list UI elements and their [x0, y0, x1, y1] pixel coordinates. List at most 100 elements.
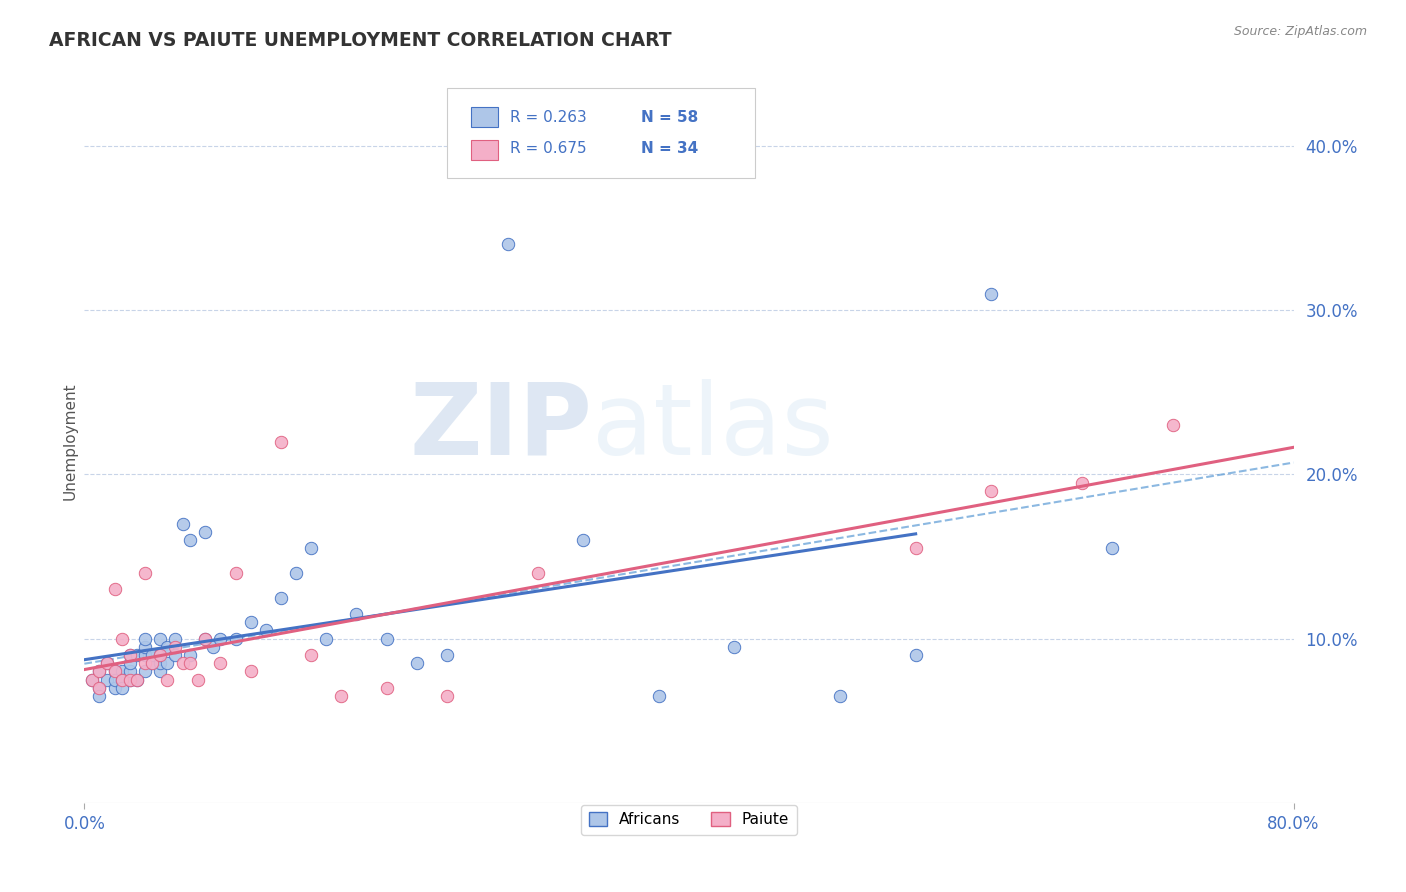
Point — [118, 673, 141, 687]
Point — [134, 566, 156, 580]
Point — [299, 541, 322, 556]
Point — [201, 640, 224, 654]
Point — [436, 648, 458, 662]
Point — [118, 648, 141, 662]
Text: N = 58: N = 58 — [641, 110, 697, 125]
Point — [134, 665, 156, 679]
Point — [239, 615, 262, 630]
Point — [89, 689, 111, 703]
Point — [179, 533, 201, 547]
Point — [134, 640, 156, 654]
Point — [904, 541, 927, 556]
Point — [194, 524, 217, 539]
Point — [127, 673, 149, 687]
Point — [111, 673, 134, 687]
Point — [315, 632, 337, 646]
Point — [156, 640, 179, 654]
Point — [1071, 475, 1094, 490]
Point — [149, 648, 172, 662]
Point — [172, 516, 194, 531]
Point — [436, 689, 458, 703]
Point — [225, 566, 247, 580]
Text: Source: ZipAtlas.com: Source: ZipAtlas.com — [1233, 25, 1367, 38]
Point — [194, 632, 217, 646]
Point — [346, 607, 368, 621]
Point — [330, 689, 353, 703]
Point — [141, 657, 163, 671]
Point — [270, 591, 292, 605]
Point — [254, 624, 277, 638]
Point — [209, 632, 232, 646]
Point — [96, 657, 118, 671]
Point — [118, 648, 141, 662]
FancyBboxPatch shape — [447, 87, 755, 178]
Point — [375, 681, 398, 695]
Point — [96, 657, 118, 671]
Point — [980, 483, 1002, 498]
Point — [156, 657, 179, 671]
Point — [80, 673, 103, 687]
Point — [179, 648, 201, 662]
Point — [111, 681, 134, 695]
Bar — [471, 139, 498, 160]
Point — [111, 673, 134, 687]
Text: AFRICAN VS PAIUTE UNEMPLOYMENT CORRELATION CHART: AFRICAN VS PAIUTE UNEMPLOYMENT CORRELATI… — [49, 31, 672, 50]
Point — [134, 657, 156, 671]
Point — [127, 648, 149, 662]
Point — [723, 640, 745, 654]
Point — [496, 237, 519, 252]
Point — [904, 648, 927, 662]
Point — [104, 582, 127, 597]
Legend: Africans, Paiute: Africans, Paiute — [581, 805, 797, 835]
Point — [104, 665, 127, 679]
Point — [830, 689, 852, 703]
Point — [194, 632, 217, 646]
Point — [89, 681, 111, 695]
Point — [165, 632, 187, 646]
Point — [648, 689, 671, 703]
Point — [104, 681, 127, 695]
Point — [104, 673, 127, 687]
Point — [572, 533, 595, 547]
Point — [187, 673, 209, 687]
Point — [406, 657, 429, 671]
Bar — [471, 107, 498, 128]
Point — [149, 665, 172, 679]
Point — [172, 657, 194, 671]
Point — [134, 632, 156, 646]
Point — [209, 657, 232, 671]
Point — [118, 665, 141, 679]
Point — [111, 632, 134, 646]
Point — [527, 566, 550, 580]
Point — [104, 665, 127, 679]
Y-axis label: Unemployment: Unemployment — [62, 383, 77, 500]
Point — [141, 657, 163, 671]
Point — [134, 648, 156, 662]
Point — [127, 673, 149, 687]
Point — [156, 673, 179, 687]
Point — [225, 632, 247, 646]
Point — [149, 632, 172, 646]
Text: R = 0.263: R = 0.263 — [510, 110, 586, 125]
Point — [141, 648, 163, 662]
Point — [165, 648, 187, 662]
Point — [118, 673, 141, 687]
Text: R = 0.675: R = 0.675 — [510, 142, 586, 156]
Point — [270, 434, 292, 449]
Point — [89, 665, 111, 679]
Point — [165, 640, 187, 654]
Text: ZIP: ZIP — [409, 378, 592, 475]
Text: N = 34: N = 34 — [641, 142, 697, 156]
Point — [239, 665, 262, 679]
Point — [89, 665, 111, 679]
Point — [179, 657, 201, 671]
Point — [1161, 418, 1184, 433]
Text: atlas: atlas — [592, 378, 834, 475]
Point — [285, 566, 308, 580]
Point — [1101, 541, 1123, 556]
Point — [80, 673, 103, 687]
Point — [299, 648, 322, 662]
Point — [118, 657, 141, 671]
Point — [375, 632, 398, 646]
Point — [111, 665, 134, 679]
